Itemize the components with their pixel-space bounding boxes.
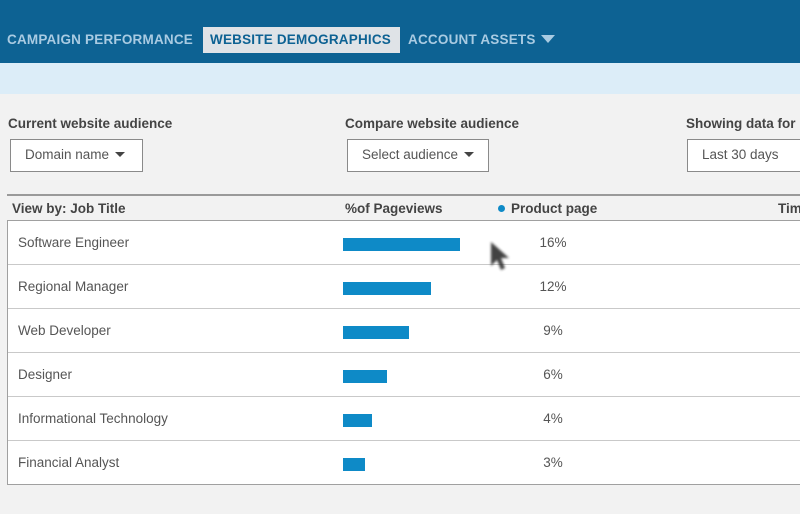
caret-down-icon [115, 151, 126, 157]
pageviews-bar [343, 238, 460, 251]
legend-dot-icon [498, 204, 505, 212]
table-row[interactable]: Web Developer 9% [8, 309, 800, 353]
view-by-header[interactable]: View by: Job Title [12, 201, 126, 216]
job-title-cell: Financial Analyst [18, 455, 120, 470]
caret-down-icon [464, 151, 475, 157]
job-title-table: Software Engineer 16% Regional Manager 1… [7, 220, 800, 485]
pageviews-bar [343, 370, 387, 383]
pageviews-bar [343, 326, 409, 339]
pageviews-bar [343, 458, 365, 471]
pageviews-percent: 4% [543, 411, 563, 426]
pageviews-percent: 12% [539, 279, 567, 294]
current-audience-value: Domain name [25, 147, 110, 162]
nav-tab-website-demographics[interactable]: WEBSITE DEMOGRAPHICS [203, 27, 401, 53]
period-dropdown[interactable]: Last 30 days [687, 139, 800, 172]
period-value: Last 30 days [702, 147, 779, 162]
job-title-cell: Web Developer [18, 323, 111, 338]
main-nav: CAMPAIGN PERFORMANCE WEBSITE DEMOGRAPHIC… [0, 27, 564, 53]
period-label: Showing data for [686, 116, 796, 131]
pageviews-bar [343, 282, 431, 295]
pageviews-percent: 9% [543, 323, 563, 338]
nav-tab-campaign-performance[interactable]: CAMPAIGN PERFORMANCE [0, 27, 202, 53]
chevron-down-icon [540, 35, 555, 44]
pageviews-bar [343, 414, 373, 427]
current-audience-label: Current website audience [8, 116, 173, 131]
mouse-pointer-icon [491, 242, 509, 270]
job-title-cell: Regional Manager [18, 279, 129, 294]
time-header: Tim [778, 201, 800, 216]
nav-tab-label: CAMPAIGN PERFORMANCE [7, 32, 193, 47]
pageviews-percent: 16% [539, 235, 567, 250]
job-title-cell: Informational Technology [18, 411, 168, 426]
table-row[interactable]: Designer 6% [8, 353, 800, 397]
table-row[interactable]: Financial Analyst 3% [8, 441, 800, 485]
table-row[interactable]: Software Engineer 16% [8, 221, 800, 265]
pageviews-percent: 6% [543, 367, 563, 382]
product-page-legend: Product page [498, 201, 597, 216]
job-title-cell: Designer [18, 367, 73, 382]
table-row[interactable]: Regional Manager 12% [8, 265, 800, 309]
compare-audience-value: Select audience [362, 147, 459, 162]
compare-audience-dropdown[interactable]: Select audience [347, 139, 489, 172]
pageviews-header: %of Pageviews [345, 201, 443, 216]
job-title-cell: Software Engineer [18, 235, 130, 250]
current-audience-dropdown[interactable]: Domain name [10, 139, 143, 172]
nav-tab-account-assets[interactable]: ACCOUNT ASSETS [401, 27, 564, 53]
compare-audience-label: Compare website audience [345, 116, 520, 131]
pageviews-percent: 3% [543, 455, 563, 470]
table-row[interactable]: Informational Technology 4% [8, 397, 800, 441]
top-navigation-bar: CAMPAIGN PERFORMANCE WEBSITE DEMOGRAPHIC… [0, 0, 800, 63]
legend-label: Product page [511, 201, 598, 216]
sub-header-bar [0, 63, 800, 94]
nav-tab-label: ACCOUNT ASSETS [408, 32, 536, 47]
table-header-divider [7, 194, 800, 196]
nav-tab-label: WEBSITE DEMOGRAPHICS [210, 32, 392, 47]
